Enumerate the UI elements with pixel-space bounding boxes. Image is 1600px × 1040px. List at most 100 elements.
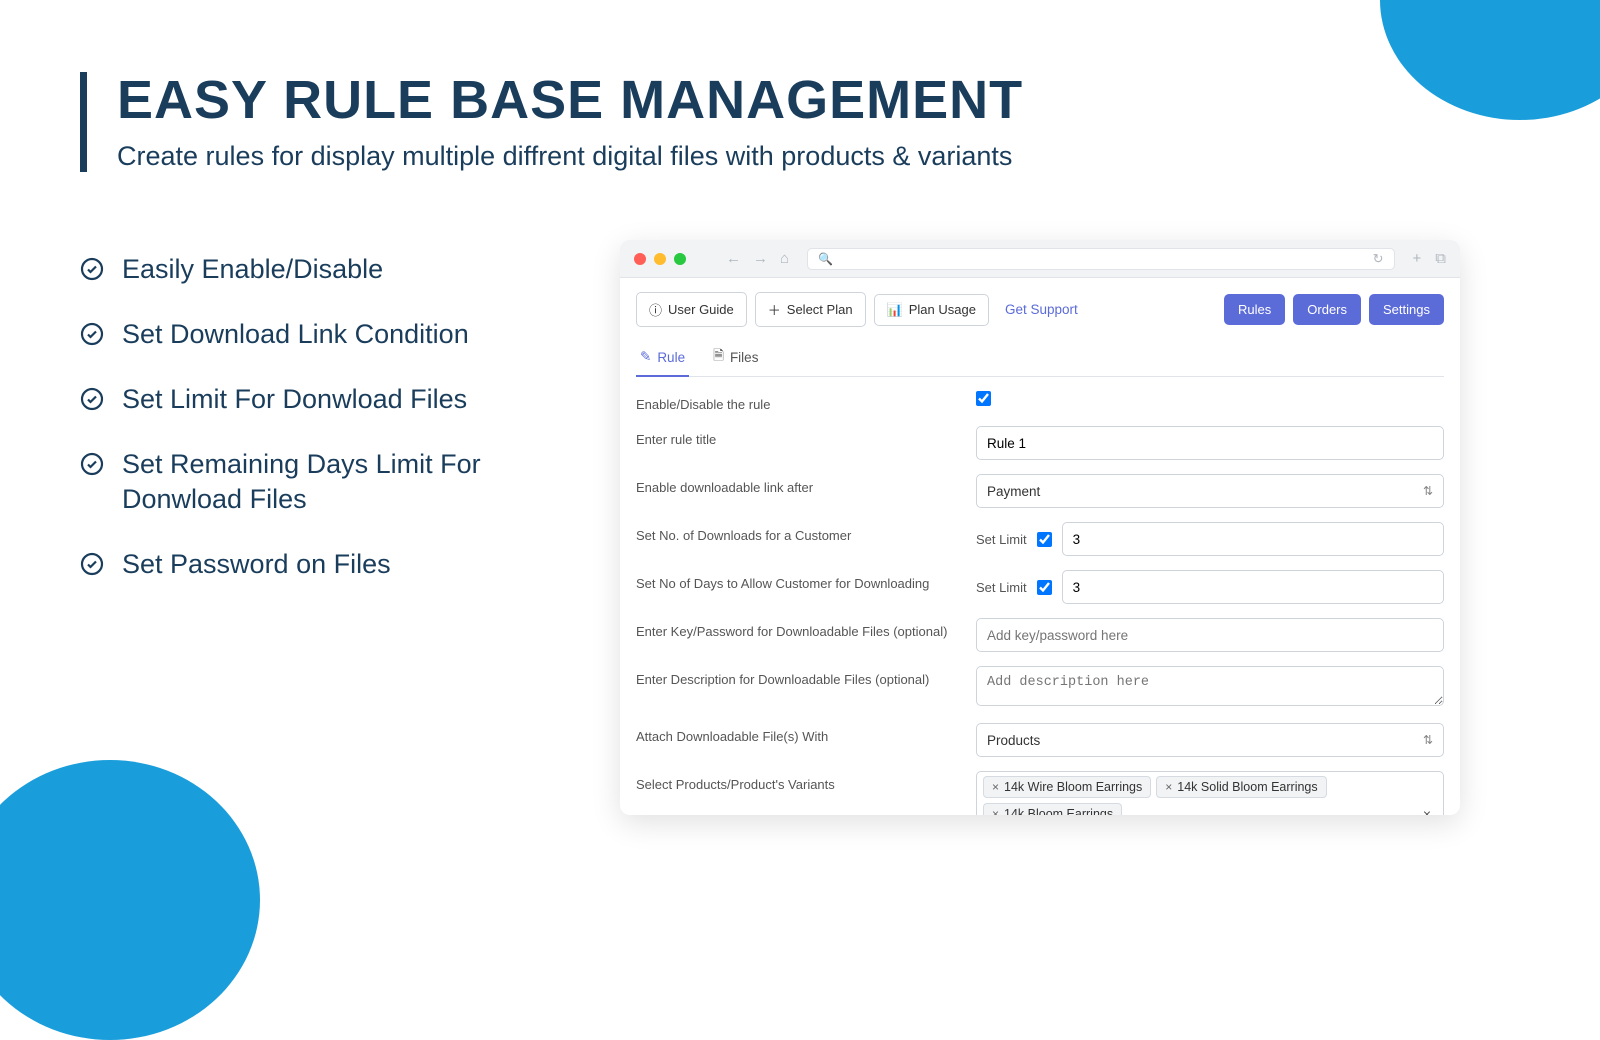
reload-icon[interactable]: ↻ bbox=[1373, 251, 1384, 267]
browser-window: ← → ⌂ 🔍 ↻ + ⧉ ⓘ User Guide ＋ Select Plan… bbox=[620, 240, 1460, 815]
nav-forward-icon[interactable]: → bbox=[753, 250, 768, 267]
chart-icon: 📊 bbox=[887, 302, 903, 318]
feature-label: Easily Enable/Disable bbox=[122, 252, 383, 287]
check-circle-icon bbox=[80, 387, 104, 411]
check-circle-icon bbox=[80, 322, 104, 346]
app-toolbar: ⓘ User Guide ＋ Select Plan 📊 Plan Usage … bbox=[636, 292, 1444, 327]
page-header: EASY RULE BASE MANAGEMENT Create rules f… bbox=[80, 72, 1023, 172]
products-tagbox[interactable]: × 14k Wire Bloom Earrings × 14k Solid Bloo… bbox=[976, 771, 1444, 815]
days-setlimit-checkbox[interactable] bbox=[1037, 580, 1052, 595]
file-icon: 🗎 bbox=[713, 346, 724, 369]
tabs-bar: ✎ Rule 🗎 Files bbox=[636, 339, 1444, 377]
row-link-after: Enable downloadable link after Payment ⇅ bbox=[636, 474, 1444, 508]
plus-icon: ＋ bbox=[768, 300, 781, 319]
feature-item: Set Limit For Donwload Files bbox=[80, 382, 550, 417]
browser-titlebar: ← → ⌂ 🔍 ↻ + ⧉ bbox=[620, 240, 1460, 278]
feature-label: Set Password on Files bbox=[122, 547, 391, 582]
downloads-label: Set No. of Downloads for a Customer bbox=[636, 522, 976, 543]
decor-blob-bottom bbox=[0, 760, 260, 1040]
description-label: Enter Description for Downloadable Files… bbox=[636, 666, 976, 687]
days-setlimit-label: Set Limit bbox=[976, 580, 1027, 595]
enable-label: Enable/Disable the rule bbox=[636, 391, 976, 412]
rule-title-input[interactable] bbox=[976, 426, 1444, 460]
downloads-setlimit-checkbox[interactable] bbox=[1037, 532, 1052, 547]
row-description: Enter Description for Downloadable Files… bbox=[636, 666, 1444, 709]
feature-label: Set Limit For Donwload Files bbox=[122, 382, 467, 417]
tab-rule-label: Rule bbox=[657, 350, 685, 365]
link-after-select[interactable]: Payment ⇅ bbox=[976, 474, 1444, 508]
row-title: Enter rule title bbox=[636, 426, 1444, 460]
attach-value: Products bbox=[987, 733, 1040, 748]
new-tab-icon[interactable]: + bbox=[1413, 250, 1422, 267]
product-tag[interactable]: × 14k Solid Bloom Earrings bbox=[1156, 776, 1326, 798]
check-circle-icon bbox=[80, 257, 104, 281]
page-title: EASY RULE BASE MANAGEMENT bbox=[117, 72, 1023, 129]
row-enable: Enable/Disable the rule bbox=[636, 391, 1444, 412]
help-icon: ⓘ bbox=[649, 300, 662, 319]
chevron-updown-icon: ⇅ bbox=[1423, 733, 1433, 747]
downloads-setlimit-label: Set Limit bbox=[976, 532, 1027, 547]
select-plan-label: Select Plan bbox=[787, 302, 853, 317]
app-panel: ⓘ User Guide ＋ Select Plan 📊 Plan Usage … bbox=[620, 278, 1460, 815]
user-guide-button[interactable]: ⓘ User Guide bbox=[636, 292, 747, 327]
remove-tag-icon[interactable]: × bbox=[1165, 780, 1172, 794]
rules-button[interactable]: Rules bbox=[1224, 294, 1285, 325]
decor-blob-top bbox=[1380, 0, 1600, 120]
get-support-link[interactable]: Get Support bbox=[1005, 302, 1078, 317]
product-tag[interactable]: × 14k Bloom Earrings bbox=[983, 803, 1122, 815]
minimize-window-icon[interactable] bbox=[654, 253, 666, 265]
row-key: Enter Key/Password for Downloadable File… bbox=[636, 618, 1444, 652]
row-attach: Attach Downloadable File(s) With Product… bbox=[636, 723, 1444, 757]
feature-item: Easily Enable/Disable bbox=[80, 252, 550, 287]
tag-label: 14k Solid Bloom Earrings bbox=[1177, 780, 1317, 794]
check-circle-icon bbox=[80, 552, 104, 576]
remove-tag-icon[interactable]: × bbox=[992, 807, 999, 815]
tab-rule[interactable]: ✎ Rule bbox=[636, 339, 689, 377]
downloads-value-input[interactable] bbox=[1062, 522, 1444, 556]
link-after-label: Enable downloadable link after bbox=[636, 474, 976, 495]
tabs-icon[interactable]: ⧉ bbox=[1435, 250, 1446, 267]
plan-usage-button[interactable]: 📊 Plan Usage bbox=[874, 294, 989, 326]
feature-label: Set Remaining Days Limit For Donwload Fi… bbox=[122, 447, 550, 517]
select-products-label: Select Products/Product's Variants bbox=[636, 771, 976, 792]
pencil-icon: ✎ bbox=[640, 349, 651, 365]
days-value-input[interactable] bbox=[1062, 570, 1444, 604]
user-guide-label: User Guide bbox=[668, 302, 734, 317]
key-password-input[interactable] bbox=[976, 618, 1444, 652]
days-label: Set No of Days to Allow Customer for Dow… bbox=[636, 570, 976, 591]
key-label: Enter Key/Password for Downloadable File… bbox=[636, 618, 976, 639]
browser-nav: ← → ⌂ bbox=[726, 250, 789, 267]
row-select-products: Select Products/Product's Variants × 14k … bbox=[636, 771, 1444, 815]
enable-checkbox[interactable] bbox=[976, 391, 991, 406]
row-downloads: Set No. of Downloads for a Customer Set … bbox=[636, 522, 1444, 556]
window-controls bbox=[634, 253, 686, 265]
tab-files-label: Files bbox=[730, 350, 759, 365]
product-tag[interactable]: × 14k Wire Bloom Earrings bbox=[983, 776, 1151, 798]
feature-item: Set Password on Files bbox=[80, 547, 550, 582]
attach-select[interactable]: Products ⇅ bbox=[976, 723, 1444, 757]
select-plan-button[interactable]: ＋ Select Plan bbox=[755, 292, 866, 327]
tag-label: 14k Wire Bloom Earrings bbox=[1004, 780, 1142, 794]
orders-button[interactable]: Orders bbox=[1293, 294, 1361, 325]
page-subtitle: Create rules for display multiple diffre… bbox=[117, 141, 1023, 172]
browser-actions: + ⧉ bbox=[1413, 250, 1446, 267]
tab-files[interactable]: 🗎 Files bbox=[709, 339, 762, 376]
settings-button[interactable]: Settings bbox=[1369, 294, 1444, 325]
nav-back-icon[interactable]: ← bbox=[726, 250, 741, 267]
url-bar[interactable]: 🔍 ↻ bbox=[807, 248, 1394, 270]
nav-home-icon[interactable]: ⌂ bbox=[780, 250, 789, 267]
close-window-icon[interactable] bbox=[634, 253, 646, 265]
feature-label: Set Download Link Condition bbox=[122, 317, 469, 352]
row-days: Set No of Days to Allow Customer for Dow… bbox=[636, 570, 1444, 604]
feature-item: Set Download Link Condition bbox=[80, 317, 550, 352]
attach-label: Attach Downloadable File(s) With bbox=[636, 723, 976, 744]
plan-usage-label: Plan Usage bbox=[909, 302, 976, 317]
description-textarea[interactable] bbox=[976, 666, 1444, 706]
feature-item: Set Remaining Days Limit For Donwload Fi… bbox=[80, 447, 550, 517]
feature-list: Easily Enable/Disable Set Download Link … bbox=[80, 252, 550, 613]
tag-label: 14k Bloom Earrings bbox=[1004, 807, 1113, 815]
remove-tag-icon[interactable]: × bbox=[992, 780, 999, 794]
link-after-value: Payment bbox=[987, 484, 1040, 499]
clear-tags-icon[interactable]: × bbox=[1417, 806, 1437, 815]
maximize-window-icon[interactable] bbox=[674, 253, 686, 265]
